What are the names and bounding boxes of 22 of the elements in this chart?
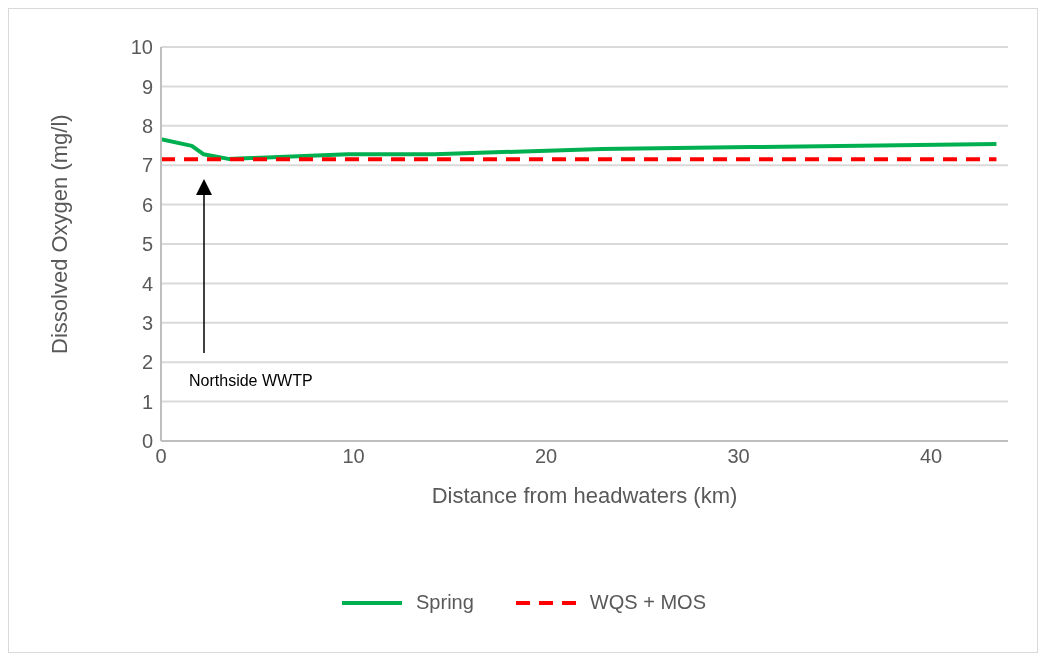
y-tick-label: 6 [141,193,153,216]
legend-label: WQS + MOS [589,591,706,614]
x-tick-label: 20 [534,445,558,468]
y-tick-label: 1 [141,390,153,413]
y-tick-label: 3 [141,311,153,334]
annotation: Northside WWTP [189,372,313,389]
x-tick-label: 10 [342,445,365,468]
y-tick-label: 0 [141,430,153,453]
legend-label: Spring [416,591,474,614]
y-tick-label: 5 [141,233,153,256]
y-tick-label: 7 [141,154,153,177]
x-axis-title: Distance from headwaters (km) [431,483,738,508]
x-tick-label: 30 [727,445,750,468]
x-tick-label: 0 [155,445,167,468]
line-series [161,137,999,161]
y-tick-label: 4 [141,272,153,295]
y-axis-title: Dissolved Oxygen (mg/l) [46,114,72,354]
y-tick-label: 10 [130,36,153,59]
x-tick-label: 40 [919,445,943,468]
y-tick-label: 9 [141,75,153,98]
y-tick-label: 2 [141,351,153,374]
y-tick-label: 8 [141,114,153,137]
